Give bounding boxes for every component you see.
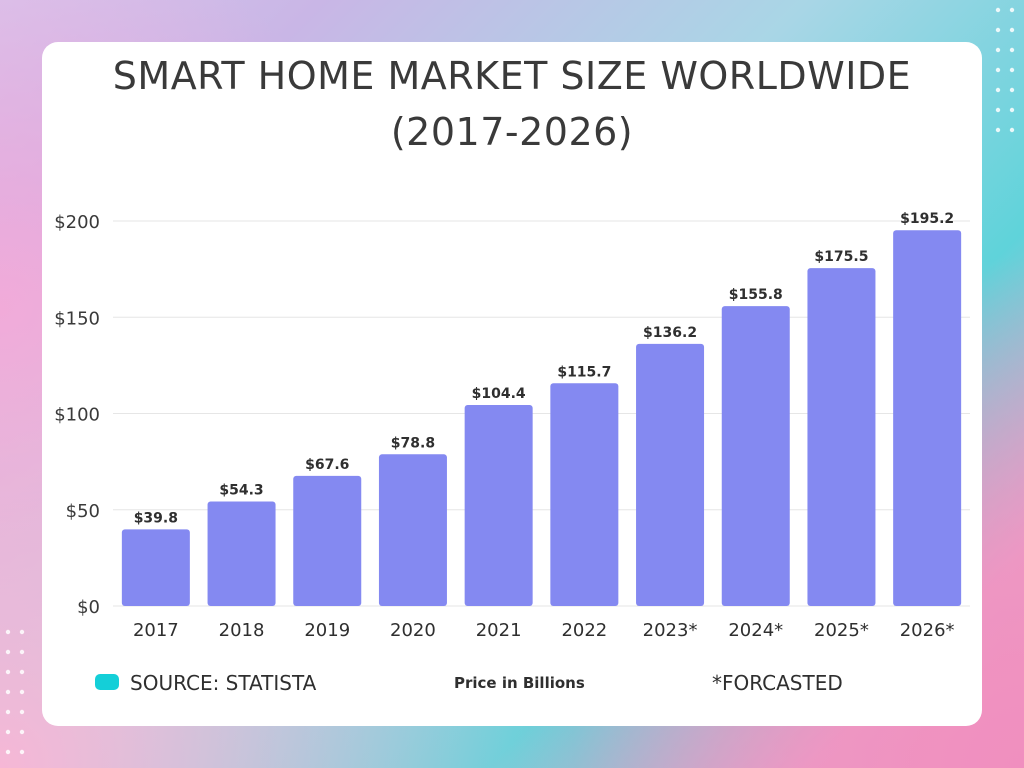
source-label: SOURCE: STATISTA <box>130 671 317 695</box>
bar <box>893 230 962 607</box>
data-label: $136.2 <box>643 325 697 341</box>
data-label: $54.3 <box>219 482 263 498</box>
bar <box>378 454 447 606</box>
chart-title-block: SMART HOME MARKET SIZE WORLDWIDE (2017-2… <box>0 48 1024 160</box>
bar <box>807 268 876 606</box>
unit-label: Price in Billions <box>454 674 585 692</box>
data-label: $155.8 <box>729 287 783 303</box>
y-tick-label: $0 <box>77 597 100 618</box>
decorative-dots-bottom-left <box>5 629 25 755</box>
data-label: $67.6 <box>305 457 349 473</box>
bar <box>721 306 790 606</box>
source-swatch <box>95 674 119 690</box>
bar <box>207 501 276 606</box>
forecast-note: *FORCASTED <box>712 671 843 695</box>
x-tick-label: 2019 <box>304 620 350 641</box>
data-label: $78.8 <box>391 435 435 451</box>
bar <box>293 475 362 606</box>
y-tick-label: $200 <box>54 212 100 233</box>
x-tick-label: 2025* <box>814 620 869 641</box>
bar <box>550 383 619 606</box>
x-tick-label: 2022 <box>561 620 607 641</box>
chart-title: SMART HOME MARKET SIZE WORLDWIDE <box>112 54 912 98</box>
x-tick-label: 2026* <box>900 620 955 641</box>
chart-subtitle: (2017-2026) <box>390 110 634 154</box>
bar <box>121 529 190 606</box>
x-tick-label: 2017 <box>133 620 179 641</box>
y-tick-label: $100 <box>54 405 100 426</box>
data-label: $195.2 <box>900 211 954 227</box>
data-label: $175.5 <box>814 249 868 265</box>
bar <box>636 343 705 606</box>
x-tick-label: 2024* <box>728 620 783 641</box>
data-label: $104.4 <box>472 386 526 402</box>
x-tick-label: 2023* <box>643 620 698 641</box>
x-tick-label: 2018 <box>219 620 265 641</box>
y-tick-label: $150 <box>54 308 100 329</box>
bar <box>464 405 533 606</box>
data-label: $115.7 <box>557 364 611 380</box>
x-tick-label: 2021 <box>476 620 522 641</box>
y-tick-label: $50 <box>66 501 100 522</box>
data-label: $39.8 <box>134 510 178 526</box>
x-tick-label: 2020 <box>390 620 436 641</box>
decorative-dots-top-right <box>995 7 1015 133</box>
